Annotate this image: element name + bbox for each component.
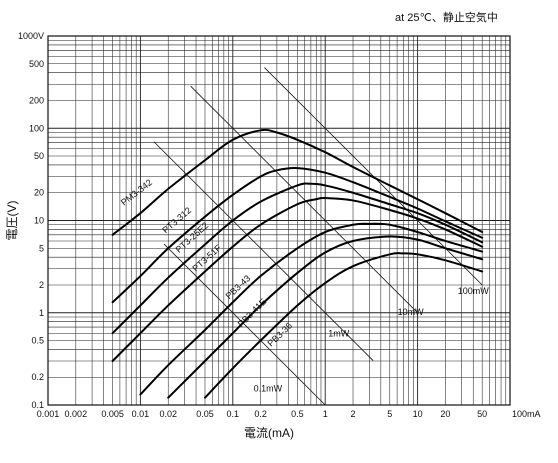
- x-tick-label: 5: [387, 409, 392, 419]
- power-line: [153, 141, 374, 361]
- x-tick-label: 0.005: [101, 409, 124, 419]
- x-tick-label: 0.001: [37, 409, 60, 419]
- power-line-label: 10mW: [398, 307, 425, 317]
- curve-pb3-41e: [167, 235, 484, 399]
- x-axis-title: 電流(mA): [244, 426, 294, 440]
- power-line: [163, 243, 326, 406]
- power-lines: 0.1mW 1mW 10mW 100mW: [153, 67, 490, 406]
- y-tick-label: 0.5: [31, 336, 44, 346]
- y-tick-label: 10: [34, 216, 44, 226]
- y-tick-label: 50: [34, 151, 44, 161]
- y-tick-label: 200: [29, 95, 44, 105]
- y-tick-label: 5: [39, 243, 44, 253]
- curve-pt3-51f: [111, 197, 484, 362]
- curve-label: PB3-36: [266, 321, 295, 349]
- grid: [48, 36, 510, 405]
- test-condition-note: at 25℃、静止空気中: [395, 12, 498, 24]
- plot-frame: [47, 35, 511, 406]
- y-tick-label: 2: [39, 280, 44, 290]
- x-tick-label: 0.05: [196, 409, 214, 419]
- curve-pm3-342: [111, 128, 484, 236]
- y-tick-label: 0.1: [31, 400, 44, 410]
- y-tick-label: 20: [34, 188, 44, 198]
- x-tick-label: 1: [323, 409, 328, 419]
- power-line-label: 100mW: [458, 286, 490, 296]
- y-tick-label: 0.2: [31, 372, 44, 382]
- curve-pt3-25e2: [111, 182, 484, 335]
- x-tick-label: 0.1: [227, 409, 240, 419]
- y-tick-label: 1: [39, 308, 44, 318]
- x-tick-label: 10: [413, 409, 423, 419]
- y-tick-label: 1000V: [18, 31, 44, 41]
- y-tick-label: 500: [29, 59, 44, 69]
- curve-label: PM3-342: [119, 177, 154, 207]
- x-tick-label: 0.02: [159, 409, 177, 419]
- x-tick-label: 0.2: [254, 409, 267, 419]
- y-axis-title: 電圧(V): [5, 200, 19, 240]
- x-tick-label: 0.002: [65, 409, 88, 419]
- x-tick-label: 100mA: [512, 409, 541, 419]
- y-tick-label: 100: [29, 123, 44, 133]
- power-line-label: 1mW: [328, 329, 350, 339]
- x-tick-label: 50: [477, 409, 487, 419]
- x-tick-label: 0.01: [132, 409, 150, 419]
- curve-pb3-36: [203, 252, 484, 399]
- x-tick-label: 20: [440, 409, 450, 419]
- tick-labels: 0.001 0.002 0.005 0.01 0.02 0.05 0.1 0.2 0.5 1 2 5 1…: [18, 31, 541, 419]
- curve-pb3-43: [139, 222, 484, 396]
- x-tick-label: 0.5: [291, 409, 304, 419]
- power-line: [190, 85, 418, 313]
- curve-pt3-312: [111, 167, 484, 304]
- power-line-label: 0.1mW: [254, 384, 283, 394]
- x-tick-label: 2: [351, 409, 356, 419]
